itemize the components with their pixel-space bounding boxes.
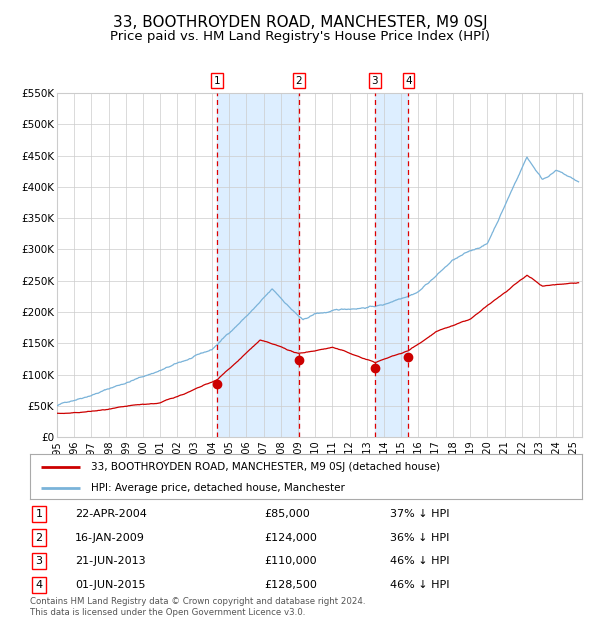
Text: 36% ↓ HPI: 36% ↓ HPI <box>390 533 449 542</box>
Text: 46% ↓ HPI: 46% ↓ HPI <box>390 580 449 590</box>
Text: 22-APR-2004: 22-APR-2004 <box>75 509 147 519</box>
Text: 2: 2 <box>295 76 302 86</box>
Text: 33, BOOTHROYDEN ROAD, MANCHESTER, M9 0SJ: 33, BOOTHROYDEN ROAD, MANCHESTER, M9 0SJ <box>113 16 487 30</box>
Text: 2: 2 <box>35 533 43 542</box>
Text: 1: 1 <box>214 76 221 86</box>
Text: Price paid vs. HM Land Registry's House Price Index (HPI): Price paid vs. HM Land Registry's House … <box>110 30 490 43</box>
Text: 16-JAN-2009: 16-JAN-2009 <box>75 533 145 542</box>
Text: 46% ↓ HPI: 46% ↓ HPI <box>390 556 449 566</box>
Text: 4: 4 <box>35 580 43 590</box>
Text: £110,000: £110,000 <box>264 556 317 566</box>
Text: HPI: Average price, detached house, Manchester: HPI: Average price, detached house, Manc… <box>91 483 344 493</box>
Text: 37% ↓ HPI: 37% ↓ HPI <box>390 509 449 519</box>
Text: 3: 3 <box>35 556 43 566</box>
Text: 21-JUN-2013: 21-JUN-2013 <box>75 556 146 566</box>
Bar <box>217 93 299 437</box>
Text: 33, BOOTHROYDEN ROAD, MANCHESTER, M9 0SJ (detached house): 33, BOOTHROYDEN ROAD, MANCHESTER, M9 0SJ… <box>91 462 440 472</box>
Text: 3: 3 <box>371 76 378 86</box>
Text: £85,000: £85,000 <box>264 509 310 519</box>
Text: Contains HM Land Registry data © Crown copyright and database right 2024.: Contains HM Land Registry data © Crown c… <box>30 597 365 606</box>
Text: 1: 1 <box>35 509 43 519</box>
Text: 4: 4 <box>405 76 412 86</box>
Text: £124,000: £124,000 <box>264 533 317 542</box>
Text: 01-JUN-2015: 01-JUN-2015 <box>75 580 146 590</box>
Text: This data is licensed under the Open Government Licence v3.0.: This data is licensed under the Open Gov… <box>30 608 305 617</box>
Text: £128,500: £128,500 <box>264 580 317 590</box>
Bar <box>375 93 409 437</box>
